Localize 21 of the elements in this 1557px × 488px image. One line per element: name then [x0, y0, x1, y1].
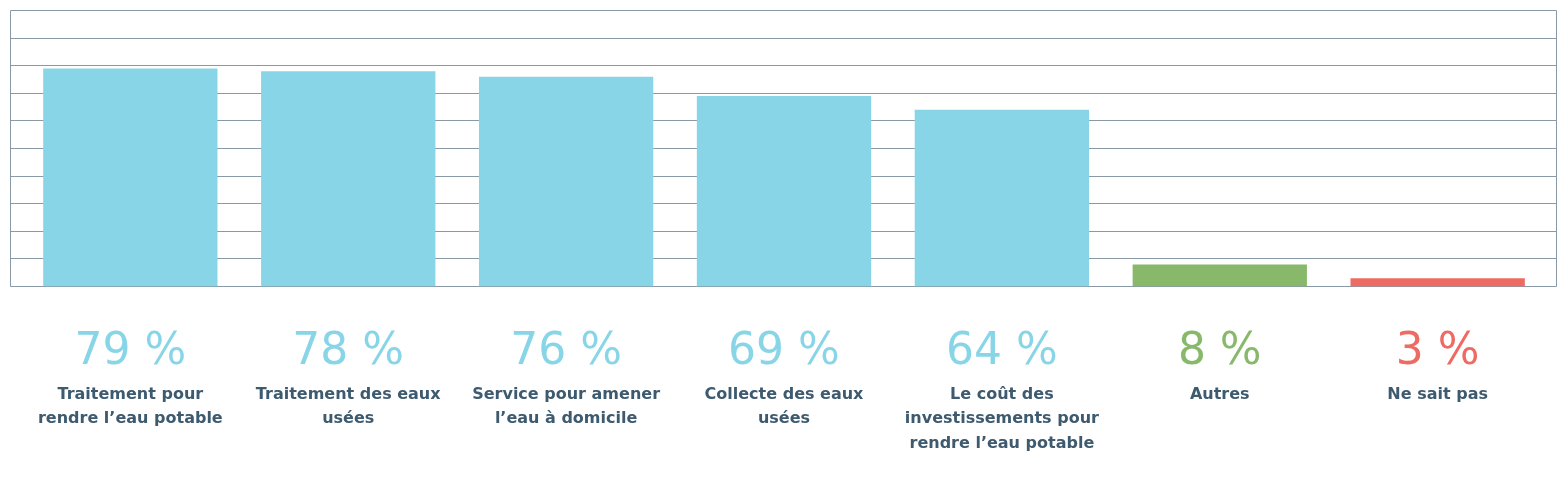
- bar: [914, 109, 1090, 287]
- data-label: 76 %: [510, 323, 623, 374]
- bar: [1350, 278, 1525, 287]
- x-tick-label: Le coût des investissements pour rendre l’eau potable: [904, 383, 1100, 452]
- bar: [43, 68, 218, 287]
- data-label: 3 %: [1395, 323, 1480, 374]
- x-tick-label: Traitement des eaux usées: [255, 383, 442, 428]
- x-tick-label: Ne sait pas: [1387, 383, 1488, 403]
- x-tick-label: Collecte des eaux usées: [704, 383, 865, 428]
- data-label: 78 %: [292, 323, 405, 374]
- x-tick-label: Service pour amener l’eau à domicile: [472, 383, 661, 428]
- x-tick-label: Traitement pour rendre l’eau potable: [37, 383, 223, 428]
- bar: [261, 71, 436, 287]
- data-label: 79 %: [74, 323, 187, 374]
- data-label: 64 %: [946, 323, 1058, 374]
- x-tick-label: Autres: [1189, 383, 1250, 403]
- data-label: 69 %: [728, 323, 840, 374]
- bar: [1132, 264, 1307, 287]
- bar: [478, 76, 654, 287]
- data-label: 8 %: [1177, 323, 1262, 374]
- bar: [696, 96, 872, 287]
